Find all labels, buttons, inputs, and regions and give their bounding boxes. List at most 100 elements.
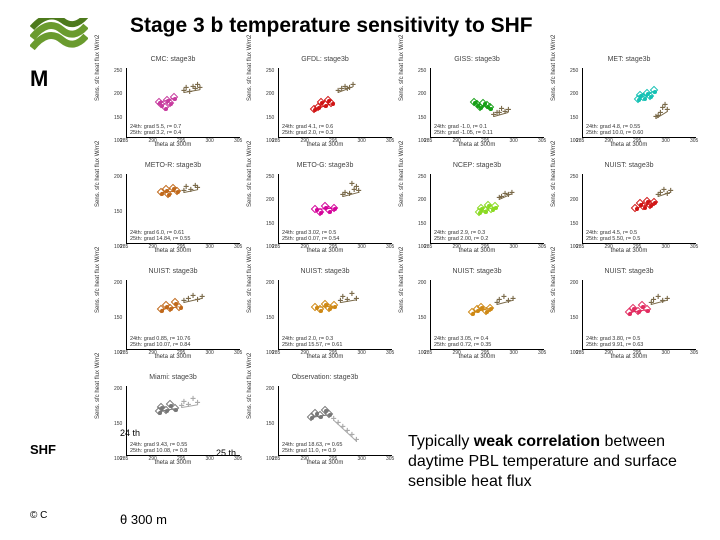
xtick: 300 [206, 456, 214, 462]
scatter-panel: GFDL: stage3b++++++100150200250285290295… [252, 56, 398, 160]
scatter-panel: NUIST: stage3b+++++100150200285290295300… [100, 268, 246, 372]
scatter-panel: NUIST: stage3b+++++100150200250285290295… [556, 162, 702, 266]
panel-title: METO-R: stage3b [145, 162, 201, 169]
panel-annotation: 24th: grad 2.9, r= 0.325th: grad 2.00, r… [434, 230, 488, 242]
ytick: 250 [266, 68, 274, 74]
theta-label: θ 300 m [120, 512, 167, 527]
panel-annotation: 24th: grad 4.1, r= 0.625th: grad 2.0, r=… [282, 124, 333, 136]
ylabel: Sens. sfc heat flux W/m2 [551, 34, 557, 100]
logo-icon [30, 18, 88, 58]
marker-dot [643, 97, 647, 101]
marker-dot [333, 305, 337, 309]
xtick: 285 [576, 244, 584, 250]
ytick: 150 [418, 115, 426, 121]
xtick: 300 [662, 244, 670, 250]
panel-title: Miami: stage3b [149, 374, 196, 381]
xtick: 300 [510, 138, 518, 144]
marker-dot [167, 193, 171, 197]
ytick: 200 [418, 91, 426, 97]
scatter-panel: Observation: stage3b++++++10015020028529… [252, 374, 398, 478]
ytick: 200 [266, 280, 274, 286]
ytick: 200 [570, 91, 578, 97]
ytick: 250 [418, 174, 426, 180]
ytick: 150 [418, 221, 426, 227]
panel-annotation: 24th: grad 3.80, r= 0.525th: grad 9.91, … [586, 336, 643, 348]
ytick: 150 [114, 315, 122, 321]
xlabel: theta at 300m [307, 460, 344, 466]
ylabel: Sens. sfc heat flux W/m2 [247, 34, 253, 100]
marker-dot [328, 307, 332, 311]
xtick: 285 [120, 456, 128, 462]
ytick: 200 [570, 197, 578, 203]
xtick: 305 [538, 244, 546, 250]
xtick: 300 [510, 350, 518, 356]
ytick: 200 [418, 280, 426, 286]
panel-annotation: 24th: grad 5.5, r= 0.725th: grad 3.2, r=… [130, 124, 181, 136]
xtick: 305 [690, 244, 698, 250]
xtick: 305 [234, 350, 242, 356]
xlabel: theta at 300m [155, 248, 192, 254]
panel-annotation: 24th: grad 4.5, r= 0.525th: grad 5.50, r… [586, 230, 640, 242]
scatter-panel: METO-R: stage3b+++++10015020028529029530… [100, 162, 246, 266]
summary-text: Typically weak correlation between dayti… [408, 432, 698, 492]
ytick: 150 [570, 115, 578, 121]
xtick: 305 [690, 138, 698, 144]
scatter-panel: Miami: stage3b+++++100150200285290295300… [100, 374, 246, 478]
ytick: 200 [266, 386, 274, 392]
xlabel: theta at 300m [611, 142, 648, 148]
ylabel: Sens. sfc heat flux W/m2 [247, 140, 253, 206]
xlabel: theta at 300m [611, 248, 648, 254]
xlabel: theta at 300m [611, 354, 648, 360]
panel-annotation: 24th: grad 18.63, r= 0.6525th: grad 11.0… [282, 442, 342, 454]
scatter-panel: CMC: stage3b+++++++100150200250285290295… [100, 56, 246, 160]
summary-part1: Typically [408, 433, 474, 450]
panel-title: NUIST: stage3b [452, 268, 501, 275]
panel-title: MET: stage3b [608, 56, 651, 63]
ytick: 150 [266, 421, 274, 427]
scatter-panel: NUIST: stage3b+++++100150200285290295300… [404, 268, 550, 372]
marker-dot [333, 207, 337, 211]
xlabel: theta at 300m [307, 248, 344, 254]
ytick: 250 [570, 174, 578, 180]
xtick: 300 [510, 244, 518, 250]
scatter-panel: METO-G: stage3b+++++++100150200250285290… [252, 162, 398, 266]
ytick: 150 [570, 315, 578, 321]
scatter-panel: GISS: stage3b++++++100150200250285290295… [404, 56, 550, 160]
panel-title: NUIST: stage3b [300, 268, 349, 275]
ytick: 150 [266, 315, 274, 321]
panel-title: CMC: stage3b [151, 56, 196, 63]
panel-title: GFDL: stage3b [301, 56, 348, 63]
ylabel: Sens. sfc heat flux W/m2 [95, 246, 101, 312]
scatter-panel: NUIST: stage3b+++++100150200285290295300… [556, 268, 702, 372]
xtick: 305 [234, 138, 242, 144]
ytick: 200 [418, 197, 426, 203]
xtick: 300 [358, 244, 366, 250]
ytick: 200 [266, 197, 274, 203]
xtick: 285 [272, 456, 280, 462]
scatter-panel: NCEP: stage3b+++++1001502002502852902953… [404, 162, 550, 266]
xtick: 305 [386, 350, 394, 356]
ylabel: Sens. sfc heat flux W/m2 [399, 34, 405, 100]
xtick: 285 [576, 350, 584, 356]
ylabel: Sens. sfc heat flux W/m2 [399, 246, 405, 312]
panel-title: NUIST: stage3b [148, 268, 197, 275]
marker-dot [169, 102, 173, 106]
ytick: 250 [418, 68, 426, 74]
ylabel: Sens. sfc heat flux W/m2 [399, 140, 405, 206]
ytick: 250 [114, 68, 122, 74]
xtick: 285 [120, 350, 128, 356]
page-title: Stage 3 b temperature sensitivity to SHF [130, 14, 533, 38]
xtick: 300 [358, 138, 366, 144]
ylabel: Sens. sfc heat flux W/m2 [95, 140, 101, 206]
marker-plus: + [662, 103, 668, 109]
xtick: 300 [206, 350, 214, 356]
copyright-text: © C [30, 510, 47, 521]
panel-grid: CMC: stage3b+++++++100150200250285290295… [100, 56, 702, 478]
xlabel: theta at 300m [459, 248, 496, 254]
ylabel: Sens. sfc heat flux W/m2 [551, 246, 557, 312]
letter-m: M [30, 66, 48, 92]
marker-dot [653, 201, 657, 205]
marker-dot [319, 211, 323, 215]
ytick: 250 [266, 174, 274, 180]
ytick: 150 [266, 115, 274, 121]
